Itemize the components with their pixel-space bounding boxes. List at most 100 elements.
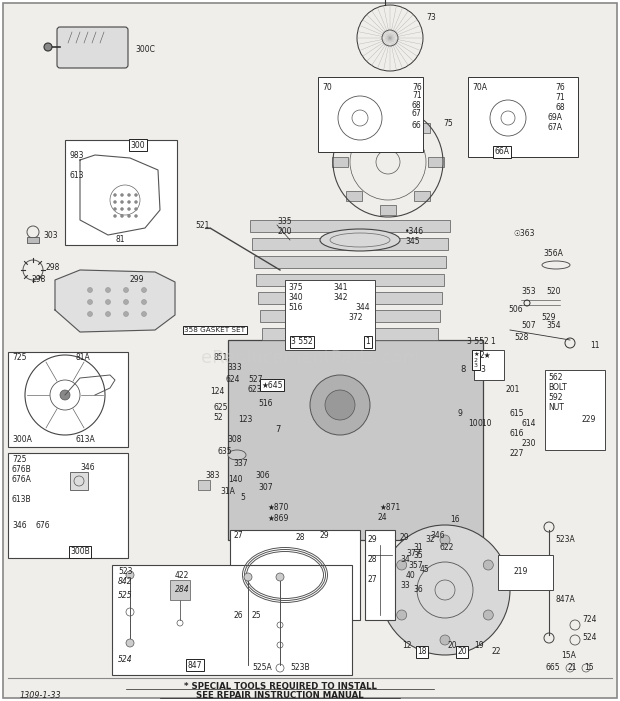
- Text: 842: 842: [118, 578, 133, 587]
- Text: 75: 75: [443, 119, 453, 128]
- Text: 335: 335: [277, 217, 291, 226]
- Text: 9: 9: [458, 409, 463, 418]
- Text: 613: 613: [70, 170, 84, 179]
- Circle shape: [120, 215, 123, 217]
- Text: 66: 66: [412, 121, 422, 130]
- Text: 25: 25: [252, 611, 262, 620]
- Bar: [498, 555, 553, 590]
- Bar: [252, 238, 448, 250]
- Circle shape: [244, 573, 252, 581]
- Circle shape: [135, 207, 138, 210]
- Text: 28: 28: [368, 555, 378, 564]
- Text: 614: 614: [522, 418, 536, 428]
- Text: 308: 308: [227, 435, 242, 444]
- Circle shape: [325, 390, 355, 420]
- Bar: [468, 77, 578, 157]
- Circle shape: [484, 610, 494, 620]
- Text: 333: 333: [227, 364, 242, 372]
- Text: 230: 230: [522, 439, 536, 447]
- Circle shape: [113, 200, 117, 203]
- Text: 284: 284: [175, 585, 190, 594]
- Circle shape: [120, 200, 123, 203]
- Text: 33: 33: [400, 580, 410, 590]
- Text: NUT: NUT: [548, 404, 564, 412]
- Text: 20: 20: [457, 648, 467, 657]
- Circle shape: [135, 215, 138, 217]
- Circle shape: [113, 215, 117, 217]
- Text: 528: 528: [514, 332, 528, 341]
- Text: 523A: 523A: [555, 536, 575, 545]
- Circle shape: [380, 525, 510, 655]
- Text: 847: 847: [188, 660, 202, 669]
- Circle shape: [105, 299, 110, 304]
- Circle shape: [113, 207, 117, 210]
- Text: ★869: ★869: [268, 514, 290, 522]
- Text: 616: 616: [510, 428, 525, 437]
- Text: 341: 341: [333, 283, 347, 292]
- Circle shape: [60, 390, 70, 400]
- Text: 81A: 81A: [75, 353, 90, 362]
- Text: 523: 523: [118, 568, 133, 576]
- Circle shape: [105, 311, 110, 316]
- Text: 524: 524: [582, 632, 596, 641]
- Text: 3: 3: [480, 365, 485, 374]
- Text: 227: 227: [510, 449, 525, 458]
- Text: 70A: 70A: [472, 83, 487, 92]
- Text: 2★: 2★: [479, 351, 490, 360]
- Text: 676B: 676B: [12, 465, 32, 475]
- Text: 31A: 31A: [220, 487, 235, 496]
- Text: ★871: ★871: [380, 503, 401, 512]
- Text: 383: 383: [205, 470, 219, 479]
- Text: 20: 20: [447, 641, 456, 650]
- Circle shape: [123, 311, 128, 316]
- Text: 303: 303: [43, 231, 58, 240]
- Text: 346: 346: [430, 531, 445, 540]
- Text: 12: 12: [402, 641, 412, 650]
- Circle shape: [128, 215, 130, 217]
- Text: 010: 010: [477, 418, 492, 428]
- Bar: [262, 328, 438, 340]
- Bar: [474, 350, 504, 380]
- Text: 345: 345: [405, 238, 420, 247]
- Text: 7: 7: [275, 426, 280, 435]
- Text: 31: 31: [413, 543, 423, 552]
- Text: 67: 67: [412, 109, 422, 118]
- Text: 36: 36: [413, 585, 423, 594]
- Text: 851: 851: [213, 353, 228, 362]
- Text: 676: 676: [35, 521, 50, 529]
- Text: 521: 521: [195, 221, 210, 229]
- Text: 11: 11: [590, 341, 600, 350]
- Text: 516: 516: [288, 303, 303, 311]
- Circle shape: [397, 560, 407, 570]
- Bar: [250, 220, 450, 232]
- Bar: [346, 123, 362, 133]
- Text: 81: 81: [115, 236, 125, 245]
- Bar: [346, 191, 362, 201]
- Circle shape: [141, 311, 146, 316]
- Text: 356A: 356A: [543, 248, 563, 257]
- Text: SEE REPAIR INSTRUCTION MANUAL: SEE REPAIR INSTRUCTION MANUAL: [196, 690, 364, 700]
- Bar: [230, 530, 360, 620]
- Text: 71: 71: [555, 93, 565, 102]
- Text: 624: 624: [225, 374, 239, 383]
- Text: 346: 346: [12, 521, 27, 529]
- Text: 342: 342: [333, 292, 347, 301]
- Bar: [414, 123, 430, 133]
- Text: 375: 375: [288, 283, 303, 292]
- Text: 40: 40: [406, 571, 416, 580]
- Text: * SPECIAL TOOLS REQUIRED TO INSTALL: * SPECIAL TOOLS REQUIRED TO INSTALL: [184, 681, 376, 690]
- Bar: [198, 480, 210, 490]
- Text: 525: 525: [118, 590, 133, 599]
- Bar: [65, 140, 177, 245]
- Text: 32: 32: [425, 536, 435, 545]
- Circle shape: [135, 200, 138, 203]
- Text: ☉363: ☉363: [513, 229, 534, 238]
- Text: 523B: 523B: [290, 664, 309, 672]
- Bar: [428, 157, 444, 167]
- Text: 34: 34: [400, 555, 410, 564]
- Text: 725: 725: [12, 456, 27, 465]
- Text: 516: 516: [258, 398, 273, 407]
- Text: 28: 28: [295, 533, 304, 541]
- Bar: [318, 77, 423, 152]
- Text: 353: 353: [521, 287, 536, 297]
